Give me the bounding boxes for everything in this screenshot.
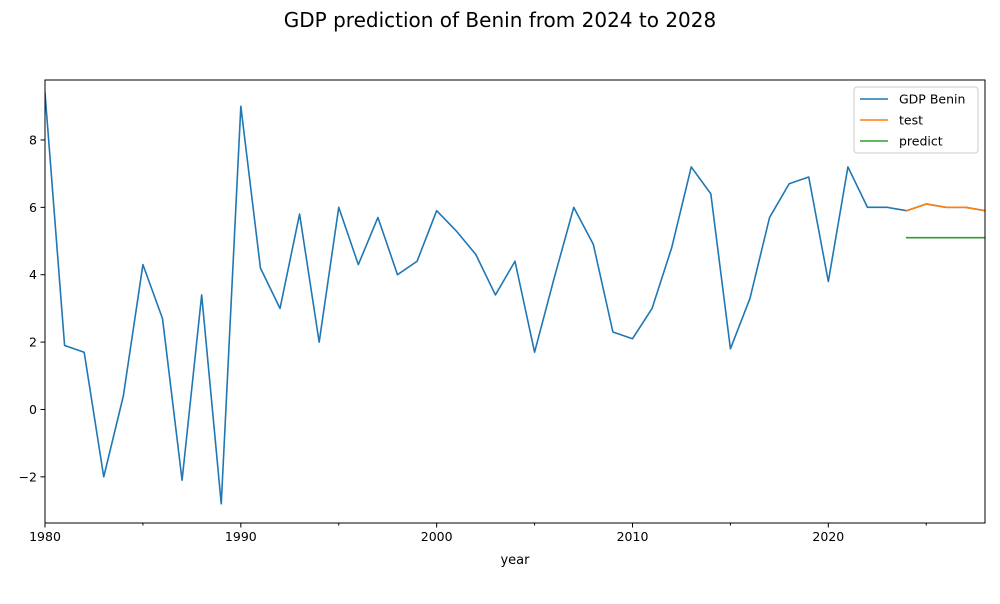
plot-frame bbox=[44, 79, 986, 524]
series-line-gdp-benin bbox=[45, 91, 985, 505]
x-tick-label: 2010 bbox=[617, 529, 649, 544]
x-tick-label: 2000 bbox=[421, 529, 453, 544]
legend-label-gdp-benin: GDP Benin bbox=[899, 92, 965, 107]
x-tick-label: 1980 bbox=[29, 529, 61, 544]
series-line-test bbox=[905, 203, 985, 212]
legend-label-test: test bbox=[899, 113, 923, 128]
x-tick-label: 2020 bbox=[812, 529, 844, 544]
y-tick-label: −2 bbox=[19, 469, 37, 484]
y-tick-label: 2 bbox=[29, 335, 37, 350]
x-axis: 1980 1990 2000 2010 2020 bbox=[29, 523, 927, 544]
legend-label-predict: predict bbox=[899, 134, 943, 149]
series-layer bbox=[45, 91, 985, 505]
y-tick-label: 0 bbox=[29, 402, 37, 417]
y-tick-label: 6 bbox=[29, 200, 37, 215]
x-axis-label: year bbox=[500, 553, 530, 568]
y-tick-label: 4 bbox=[29, 267, 37, 282]
legend-box bbox=[853, 86, 979, 154]
legend: GDP Benin test predict bbox=[853, 86, 979, 154]
x-tick-label: 1990 bbox=[225, 529, 257, 544]
y-tick-label: 8 bbox=[29, 132, 37, 147]
y-axis: −2 0 2 4 6 8 bbox=[19, 132, 45, 484]
chart-title: GDP prediction of Benin from 2024 to 202… bbox=[283, 8, 717, 32]
